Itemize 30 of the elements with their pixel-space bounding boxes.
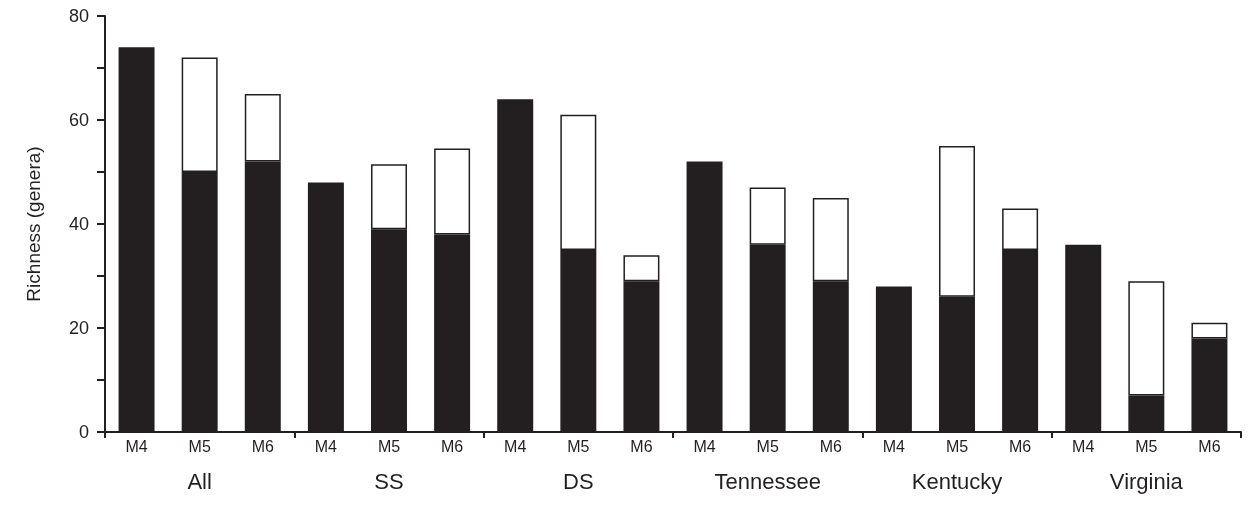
x-tick-label: M5 — [377, 437, 401, 455]
y-tick-label: 80 — [68, 6, 89, 26]
text: Virginia — [1109, 468, 1184, 494]
x-tick-label: M4 — [125, 437, 148, 455]
x-tick-label: M4 — [1072, 437, 1095, 455]
x-tick-label: M5 — [567, 437, 590, 455]
text: Tennessee — [714, 468, 821, 494]
x-tick-label: M5 — [188, 437, 211, 455]
y-tick-label: 60 — [68, 110, 89, 130]
y-tick-label: 0 — [78, 422, 89, 442]
x-tick-label: M6 — [251, 437, 274, 455]
x-tick-label: M4 — [314, 437, 338, 455]
x-tick-label: M5 — [1135, 437, 1158, 455]
x-tick-label: M5 — [756, 437, 779, 455]
x-tick-label: M6 — [440, 437, 464, 455]
y-tick-label: 20 — [68, 318, 89, 338]
x-tick-label: M4 — [504, 437, 527, 455]
text: SS — [374, 468, 404, 494]
text: DS — [563, 468, 594, 494]
x-tick-label: M5 — [945, 437, 969, 455]
x-tick-label: M6 — [630, 437, 653, 455]
y-axis-title: Richness (genera) — [23, 146, 44, 302]
x-tick-label: M6 — [1008, 437, 1032, 455]
x-tick-label: M4 — [693, 437, 716, 455]
text: All — [187, 468, 212, 494]
x-tick-label: M6 — [1198, 437, 1221, 455]
text: Kentucky — [911, 468, 1003, 494]
y-tick-label: 40 — [68, 214, 89, 234]
x-tick-label: M6 — [819, 437, 842, 455]
x-tick-label: M4 — [882, 437, 906, 455]
